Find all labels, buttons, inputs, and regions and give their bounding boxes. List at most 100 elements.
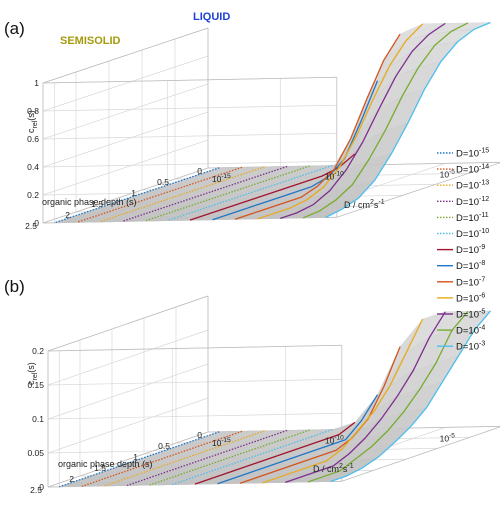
panel-b-ylabel: crel(s) bbox=[26, 362, 39, 385]
depth-tick-label: 2.5 bbox=[30, 485, 42, 495]
axis-box-edge bbox=[47, 344, 342, 352]
legend-label-D-12: D=10-12 bbox=[456, 196, 489, 208]
series-line-D-6 bbox=[262, 318, 424, 484]
depth-tick-label: 1.5 bbox=[94, 463, 106, 473]
panel-b-xlabel: organic phase depth (s) bbox=[58, 459, 153, 469]
axis-box-edge bbox=[341, 426, 500, 482]
y-tick-label: 0.2 bbox=[32, 346, 44, 356]
series-line-D-5 bbox=[285, 311, 446, 483]
panel-a-ticks: 0 0.2 0.4 0.6 0.8 1 2.5 2 1.5 1 0.5 0 10-15 10-10 10-5 bbox=[25, 78, 455, 231]
series-line-D-7 bbox=[239, 346, 401, 484]
series-line-D-9 bbox=[189, 153, 356, 221]
legend-label-D-10: D=10-10 bbox=[456, 228, 489, 240]
back-wall-gridline bbox=[42, 104, 337, 112]
series-line-D-4 bbox=[307, 310, 469, 483]
d-tick-label: 10-10 bbox=[325, 435, 344, 446]
back-wall-gridline bbox=[47, 412, 342, 420]
legend-label-D-3: D=10-3 bbox=[456, 341, 485, 353]
series-line-D-14 bbox=[81, 430, 243, 487]
legend-label-D-9: D=10-9 bbox=[456, 244, 485, 256]
panel-b-label: (b) bbox=[4, 277, 25, 296]
panel-b: (b) 0 0.05 0.1 0.15 0.2 2.5 2 1.5 1 0.5 0 10-15 10-1… bbox=[4, 277, 500, 495]
legend-label-D-5: D=10-5 bbox=[456, 309, 485, 321]
axis-box-edge bbox=[42, 27, 209, 84]
panel-a-zlabel: D / cm2s-1 bbox=[344, 199, 385, 210]
side-wall-gridline bbox=[42, 111, 209, 168]
y-tick-label: 0.05 bbox=[27, 448, 44, 458]
legend-label-D-13: D=10-13 bbox=[456, 180, 489, 192]
legend-label-D-4: D=10-4 bbox=[456, 325, 485, 337]
y-tick-label: 0.6 bbox=[27, 134, 39, 144]
panel-b-ticks: 0 0.05 0.1 0.15 0.2 2.5 2 1.5 1 0.5 0 10-15 10-10 10-… bbox=[27, 346, 455, 495]
series-line-D-12 bbox=[126, 429, 288, 487]
axis-box-edge bbox=[42, 167, 209, 224]
depth-tick-label: 2.5 bbox=[25, 221, 37, 231]
series-line-D-13 bbox=[104, 430, 265, 487]
liquid-annotation: LIQUID bbox=[193, 11, 230, 23]
series-line-D-3 bbox=[325, 21, 491, 219]
side-wall-gridline bbox=[47, 329, 209, 386]
d-tick-label: 10-10 bbox=[325, 171, 344, 182]
series-line-D-4 bbox=[302, 22, 469, 219]
panel-a: (a) 0 0.2 0.4 0.6 0.8 1 2.5 2 1.5 1 0.5 0 10-15 10-10… bbox=[4, 11, 500, 231]
legend-label-D-7: D=10-7 bbox=[456, 276, 485, 288]
panel-a-series-lines bbox=[54, 21, 491, 224]
series-line-D-6 bbox=[257, 23, 424, 220]
series-line-D-12 bbox=[121, 165, 288, 223]
series-line-D-3 bbox=[330, 310, 491, 483]
panel-a-ylabel: crel(s) bbox=[26, 110, 39, 133]
legend: D=10-15 D=10-14 D=10-13 D=10-12 D=10-11 D=10-… bbox=[437, 148, 489, 353]
side-wall-gridline bbox=[42, 55, 209, 112]
depth-tick-label: 0.5 bbox=[158, 441, 170, 451]
d-tick-label: 10-15 bbox=[212, 437, 231, 448]
axis-box-edge bbox=[47, 431, 209, 488]
y-tick-label: 0.2 bbox=[27, 190, 39, 200]
depth-tick-label: 0.5 bbox=[157, 177, 169, 187]
d-tick-label: 10-15 bbox=[212, 173, 231, 184]
y-tick-label: 0.1 bbox=[32, 414, 44, 424]
side-wall-gridline bbox=[42, 139, 209, 196]
series-line-D-10 bbox=[167, 164, 333, 222]
back-wall-gridline bbox=[42, 160, 337, 168]
depth-tick-label: 1 bbox=[131, 188, 136, 198]
axis-box-edge bbox=[42, 76, 337, 84]
axis-box-edge bbox=[47, 295, 209, 352]
legend-label-D-15: D=10-15 bbox=[456, 148, 489, 160]
y-tick-label: 0.8 bbox=[27, 106, 39, 116]
legend-label-D-14: D=10-14 bbox=[456, 164, 489, 176]
d-tick-label: 10-5 bbox=[440, 168, 456, 179]
panel-a-xlabel: organic phase depth (s) bbox=[42, 197, 137, 207]
series-line-D-5 bbox=[280, 22, 446, 219]
panel-b-series-lines bbox=[59, 310, 491, 488]
series-line-D-11 bbox=[144, 165, 310, 222]
y-tick-label: 1 bbox=[34, 78, 39, 88]
series-line-D-11 bbox=[149, 429, 310, 486]
depth-tick-label: 0 bbox=[197, 430, 202, 440]
series-line-D-8 bbox=[217, 394, 379, 485]
depth-tick-label: 2 bbox=[65, 210, 70, 220]
axis-box-edge bbox=[336, 162, 500, 218]
series-line-D-15 bbox=[59, 431, 220, 488]
y-tick-label: 0 bbox=[34, 218, 39, 228]
legend-label-D-11: D=10-11 bbox=[456, 212, 489, 224]
back-wall-gridline bbox=[47, 378, 342, 386]
series-line-D-13 bbox=[99, 166, 265, 223]
legend-label-D-6: D=10-6 bbox=[456, 292, 485, 304]
d-tick-label: 10-5 bbox=[440, 432, 456, 443]
legend-label-D-8: D=10-8 bbox=[456, 260, 485, 272]
depth-tick-label: 0 bbox=[197, 166, 202, 176]
series-line-D-10 bbox=[172, 428, 333, 486]
panel-a-label: (a) bbox=[4, 19, 25, 38]
panel-b-zlabel: D / cm2s-1 bbox=[313, 463, 354, 474]
y-tick-label: 0 bbox=[39, 482, 44, 492]
side-wall-gridline bbox=[42, 83, 209, 140]
series-line-D-8 bbox=[212, 80, 379, 221]
depth-tick-label: 2 bbox=[69, 474, 74, 484]
side-wall-gridline bbox=[47, 363, 209, 420]
depth-tick-label: 1 bbox=[133, 452, 138, 462]
side-wall-gridline bbox=[47, 397, 209, 454]
series-line-D-9 bbox=[194, 421, 356, 485]
series-line-D-15 bbox=[54, 167, 220, 224]
series-line-D-14 bbox=[76, 166, 243, 223]
